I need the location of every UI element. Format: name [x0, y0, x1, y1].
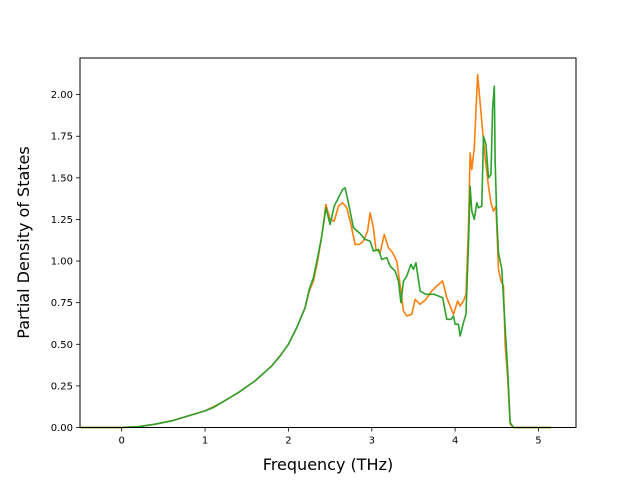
y-tick-label: 1.50 — [51, 173, 73, 184]
y-tick-label: 0.00 — [51, 423, 73, 434]
x-tick-label: 0 — [118, 436, 124, 447]
x-tick-label: 5 — [535, 436, 541, 447]
y-tick-label: 2.00 — [51, 90, 73, 101]
y-axis-label: Partial Density of States — [14, 146, 33, 338]
x-tick-label: 4 — [452, 436, 458, 447]
y-tick-label: 1.25 — [51, 215, 73, 226]
series-line-1 — [80, 73, 551, 429]
y-tick-label: 1.00 — [51, 257, 73, 268]
y-tick-label: 0.50 — [51, 340, 73, 351]
y-tick-label: 1.75 — [51, 132, 73, 143]
y-axis-ticks: 0.00 0.25 0.50 0.75 1.00 1.25 1.50 1.75 2.00 — [51, 90, 80, 434]
plot-frame — [79, 57, 577, 428]
x-tick-label: 3 — [369, 436, 375, 447]
x-axis-label: Frequency (THz) — [263, 455, 393, 474]
series-lines — [80, 73, 551, 429]
y-tick-label: 0.75 — [51, 298, 73, 309]
x-tick-label: 2 — [285, 436, 291, 447]
x-tick-label: 1 — [202, 436, 208, 447]
y-tick-label: 0.25 — [51, 381, 73, 392]
x-axis-ticks: 0 1 2 3 4 5 — [118, 427, 542, 447]
series-line-2 — [80, 85, 551, 429]
